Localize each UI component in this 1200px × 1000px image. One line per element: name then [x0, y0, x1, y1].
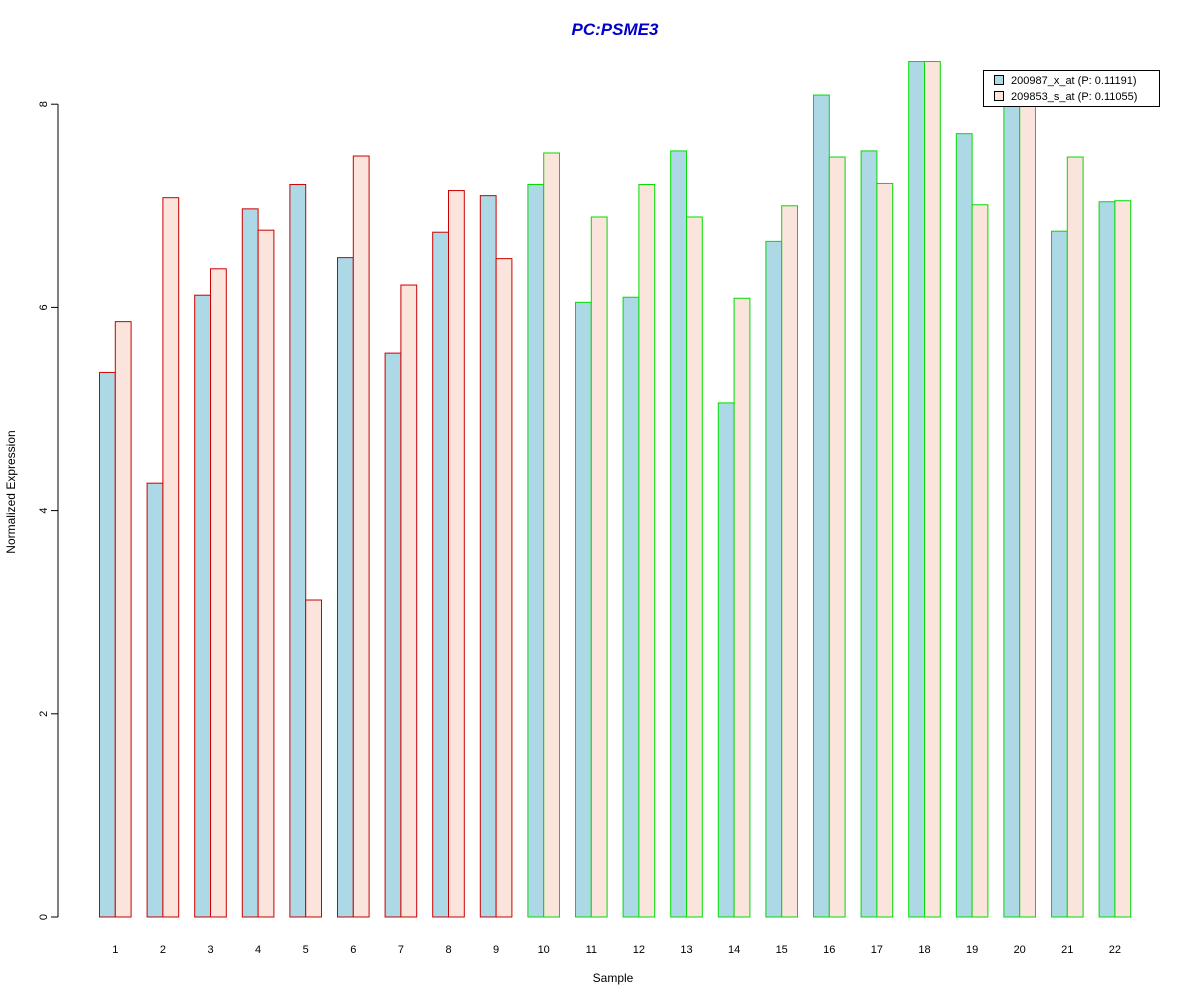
bar-series-2	[257, 229, 275, 918]
bar-series-2	[543, 152, 561, 918]
bar-series-1	[955, 133, 973, 918]
x-axis-label: Sample	[592, 971, 634, 985]
x-tick-label: 15	[776, 944, 788, 956]
x-tick-label: 1	[112, 944, 118, 956]
bar-series-1	[670, 150, 688, 918]
bar-series-2	[162, 197, 180, 918]
bar-series-1	[1098, 201, 1116, 918]
bar-series-1	[479, 195, 497, 918]
bar-series-1	[337, 257, 354, 918]
legend-entry-series-1: 200987_x_at (P: 0.11191)	[994, 74, 1137, 88]
bar-series-2	[1114, 200, 1132, 918]
bar-series-2	[352, 155, 370, 918]
bar-series-1	[860, 150, 878, 918]
x-tick-label: 22	[1109, 944, 1121, 956]
bar-series-1	[622, 296, 640, 918]
bar-series-1	[384, 352, 402, 918]
bar-series-2	[924, 61, 941, 918]
bar-series-2	[400, 284, 418, 918]
bar-series-2	[210, 268, 227, 918]
bar-series-2	[114, 321, 132, 918]
bar-series-1	[717, 402, 735, 918]
legend-swatch-series-1	[994, 75, 1004, 86]
x-tick-label: 13	[680, 944, 692, 956]
x-tick-label: 19	[966, 944, 978, 956]
x-tick-label: 3	[207, 944, 213, 956]
legend-label-series-1: 200987_x_at (P: 0.11191)	[1011, 75, 1137, 87]
bar-series-1	[194, 294, 211, 918]
bar-series-2	[876, 182, 894, 918]
bar-series-1	[527, 183, 545, 918]
bar-series-2	[733, 297, 751, 918]
x-tick-label: 7	[398, 944, 404, 956]
legend-label-series-2: 209853_s_at (P: 0.11055)	[1011, 91, 1138, 103]
bar-series-2	[305, 599, 323, 918]
y-tick-label: 0	[38, 914, 50, 920]
x-tick-label: 18	[918, 944, 930, 956]
x-tick-label: 9	[493, 944, 499, 956]
bar-series-1	[289, 183, 307, 918]
legend-swatch-series-2	[994, 91, 1004, 102]
y-tick-label: 4	[38, 508, 50, 514]
x-tick-label: 21	[1061, 944, 1073, 956]
bar-series-1	[241, 208, 259, 918]
bar-series-2	[828, 156, 846, 918]
legend-entry-series-2: 209853_s_at (P: 0.11055)	[994, 90, 1137, 104]
chart-title: PC:PSME3	[571, 20, 659, 39]
bar-series-2	[495, 258, 513, 918]
bar-series-2	[1019, 101, 1037, 918]
x-tick-label: 20	[1014, 944, 1026, 956]
bar-series-2	[1066, 156, 1084, 918]
x-tick-label: 17	[871, 944, 883, 956]
bar-series-1	[146, 482, 164, 918]
x-tick-label: 4	[255, 944, 261, 956]
bar-series-1	[765, 240, 783, 918]
bar-series-1	[813, 94, 830, 918]
y-axis-label: Normalized Expression	[4, 430, 18, 554]
y-tick-label: 2	[38, 711, 50, 717]
x-tick-label: 6	[350, 944, 356, 956]
bar-series-2	[638, 183, 656, 918]
x-tick-label: 8	[445, 944, 451, 956]
y-tick-label: 8	[38, 101, 50, 107]
x-tick-label: 16	[823, 944, 835, 956]
x-tick-label: 11	[586, 944, 597, 956]
chart-legend: 200987_x_at (P: 0.11191) 209853_s_at (P:…	[983, 70, 1160, 107]
bar-series-1	[432, 231, 450, 918]
bar-series-1	[1003, 101, 1021, 918]
bar-series-2	[686, 216, 703, 918]
x-tick-label: 12	[633, 944, 645, 956]
x-tick-label: 2	[160, 944, 166, 956]
y-tick-label: 6	[38, 304, 50, 310]
bar-series-1	[908, 61, 926, 918]
x-tick-label: 14	[728, 944, 740, 956]
bar-series-2	[590, 216, 608, 918]
bar-series-2	[781, 205, 799, 918]
bar-series-2	[971, 204, 989, 918]
bar-series-2	[448, 190, 465, 918]
x-tick-label: 5	[303, 944, 309, 956]
bar-series-1	[1051, 230, 1068, 918]
bar-series-1	[575, 301, 592, 918]
bar-series-1	[99, 371, 116, 918]
x-tick-label: 10	[538, 944, 550, 956]
